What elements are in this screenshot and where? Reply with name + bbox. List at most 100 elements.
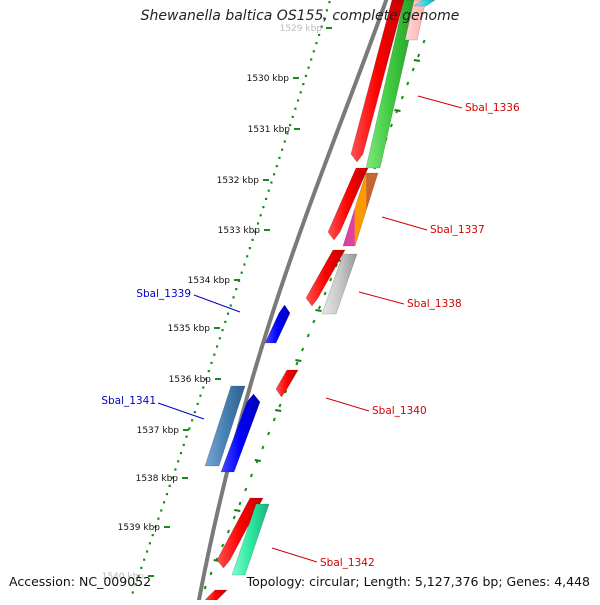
tick-dot bbox=[215, 345, 219, 348]
dash-mark bbox=[417, 53, 421, 58]
dash-mark bbox=[295, 361, 299, 366]
tick-dot bbox=[232, 296, 235, 299]
dash-mark bbox=[389, 123, 393, 128]
ruler-tick-label: 1539 kbp bbox=[118, 523, 161, 533]
tick-dot bbox=[254, 230, 257, 233]
dash-mark bbox=[411, 67, 415, 72]
ruler-tick-label: 1530 kbp bbox=[247, 74, 290, 84]
ruler-tick-label: 1533 kbp bbox=[218, 226, 261, 236]
tick-dot bbox=[151, 534, 154, 537]
dash-major bbox=[234, 509, 241, 512]
tick-dot bbox=[229, 304, 232, 307]
tick-dot bbox=[165, 493, 168, 496]
tick-dot bbox=[312, 50, 315, 53]
ruler-tick-label: 1537 kbp bbox=[137, 426, 180, 436]
tick-dot bbox=[283, 140, 286, 143]
tick-dot bbox=[204, 378, 208, 381]
dash-mark bbox=[400, 95, 404, 100]
tick-dot bbox=[262, 206, 265, 209]
tick-dot bbox=[168, 484, 171, 487]
tick-dot bbox=[207, 370, 210, 373]
tick-dot bbox=[248, 247, 251, 250]
dash-mark bbox=[284, 389, 288, 394]
gene-label: Sbal_1336 bbox=[465, 102, 520, 114]
gene-sbal-1342-feature bbox=[231, 503, 270, 576]
tick-dot bbox=[259, 214, 262, 217]
ruler-tick-label: 1531 kbp bbox=[248, 125, 291, 135]
tick-dot bbox=[294, 107, 297, 110]
dash-mark bbox=[221, 543, 225, 548]
tick-dot bbox=[243, 263, 246, 266]
accession-text: Accession: NC_009052 bbox=[9, 574, 152, 589]
tick-dot bbox=[317, 33, 321, 36]
callout-line bbox=[358, 291, 405, 305]
dash-mark bbox=[244, 487, 248, 492]
gene-callouts: Sbal_1336 Sbal_1337 Sbal_1338 Sbal_1339 Sbal… bbox=[101, 95, 520, 569]
dash-mark bbox=[249, 473, 253, 478]
tick-dot bbox=[185, 435, 188, 438]
dash-mark bbox=[272, 417, 276, 422]
gene-label: Sbal_1342 bbox=[320, 557, 375, 569]
gene-partial-forward bbox=[204, 589, 228, 601]
callout-line bbox=[271, 547, 318, 563]
tick-dot bbox=[191, 419, 194, 422]
tick-dot bbox=[193, 411, 197, 414]
dash-mark bbox=[267, 431, 271, 436]
gene-features bbox=[204, 0, 436, 601]
dash-mark bbox=[238, 501, 242, 506]
tick-dot bbox=[323, 17, 326, 20]
dash-major bbox=[295, 359, 302, 362]
dash-mark bbox=[329, 277, 333, 282]
dash-mark bbox=[406, 81, 410, 86]
tick-dot bbox=[304, 74, 308, 77]
tick-dot bbox=[145, 550, 149, 553]
dash-major bbox=[254, 459, 261, 462]
gene-sbal-1342-forward bbox=[216, 497, 264, 569]
tick-dot bbox=[256, 222, 260, 225]
tick-dot bbox=[182, 443, 185, 446]
tick-dot bbox=[134, 583, 137, 586]
gene-sbal-1339-reverse bbox=[264, 304, 291, 344]
gene-sbal-1338-forward bbox=[305, 249, 346, 307]
dash-major bbox=[315, 309, 322, 312]
callout-line bbox=[193, 294, 241, 313]
dash-mark bbox=[232, 515, 236, 520]
tick-dot bbox=[291, 115, 294, 118]
tick-dot bbox=[264, 197, 268, 200]
dash-major bbox=[413, 59, 421, 62]
dash-mark bbox=[278, 403, 282, 408]
ruler-tick-label: 1535 kbp bbox=[168, 324, 211, 334]
tick-dot bbox=[143, 558, 146, 561]
tick-dot bbox=[177, 460, 180, 463]
tick-dot bbox=[171, 476, 174, 479]
tick-dot bbox=[275, 165, 278, 168]
backbone-arc bbox=[196, 0, 389, 605]
gene-label: Sbal_1339 bbox=[136, 288, 191, 300]
dash-mark bbox=[261, 445, 265, 450]
tick-dot bbox=[154, 525, 157, 528]
tick-dot bbox=[288, 124, 292, 127]
tick-dot bbox=[299, 91, 302, 94]
backbone bbox=[196, 0, 389, 605]
ruler-tick-label: 1538 kbp bbox=[136, 474, 179, 484]
tick-dot bbox=[267, 189, 270, 192]
tick-dot bbox=[213, 353, 216, 356]
tick-dot bbox=[196, 402, 199, 405]
dash-mark bbox=[317, 305, 322, 310]
gene-sbal-1336-feature bbox=[365, 0, 419, 169]
forward-strand-dash-track bbox=[203, 39, 426, 590]
dash-mark bbox=[203, 585, 207, 590]
dash-mark bbox=[312, 319, 316, 324]
tick-dot bbox=[281, 148, 284, 151]
tick-dot bbox=[199, 394, 202, 397]
tick-dot-track bbox=[131, 1, 331, 594]
gene-top-cyan-feature bbox=[413, 0, 436, 7]
gene-label: Sbal_1338 bbox=[407, 298, 462, 310]
tick-dot bbox=[235, 288, 238, 291]
tick-dot bbox=[162, 501, 166, 504]
gene-sbal-1341-feature bbox=[204, 385, 246, 467]
gene-sbal-1337-feature bbox=[342, 172, 379, 247]
tick-dot bbox=[307, 66, 310, 69]
tick-dot bbox=[131, 591, 134, 594]
